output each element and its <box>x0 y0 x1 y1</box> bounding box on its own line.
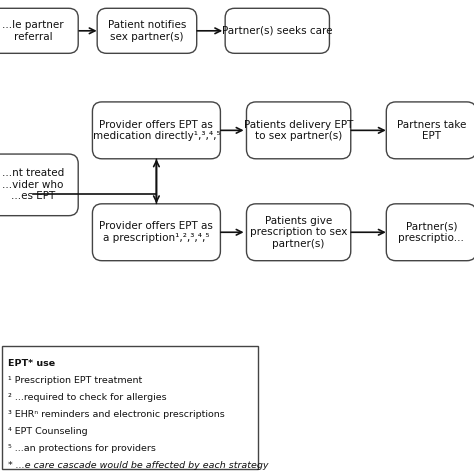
Text: ...le partner
referral: ...le partner referral <box>2 20 64 42</box>
FancyBboxPatch shape <box>386 102 474 159</box>
Text: Partners take
EPT: Partners take EPT <box>397 119 466 141</box>
FancyBboxPatch shape <box>246 204 351 261</box>
Text: Patients give
prescription to sex
partner(s): Patients give prescription to sex partne… <box>250 216 347 249</box>
FancyBboxPatch shape <box>0 9 78 54</box>
Text: * ...e care cascade would be affected by each strategy: * ...e care cascade would be affected by… <box>8 461 269 470</box>
Text: Provider offers EPT as
medication directly¹,³,⁴,⁵: Provider offers EPT as medication direct… <box>92 119 220 141</box>
FancyBboxPatch shape <box>225 9 329 54</box>
Text: ⁵ ...an protections for providers: ⁵ ...an protections for providers <box>8 444 156 453</box>
Text: ² ...required to check for allergies: ² ...required to check for allergies <box>8 393 167 402</box>
Text: EPT* use: EPT* use <box>8 359 55 368</box>
FancyBboxPatch shape <box>386 204 474 261</box>
FancyBboxPatch shape <box>97 9 197 54</box>
Bar <box>2 346 258 469</box>
Text: ⁴ EPT Counseling: ⁴ EPT Counseling <box>8 427 88 436</box>
FancyBboxPatch shape <box>0 154 78 216</box>
FancyBboxPatch shape <box>92 102 220 159</box>
Text: ...nt treated
...vider who
...es EPT: ...nt treated ...vider who ...es EPT <box>2 168 64 201</box>
Text: ³ EHRⁿ reminders and electronic prescriptions: ³ EHRⁿ reminders and electronic prescrip… <box>8 410 225 419</box>
Text: ¹ Prescription EPT treatment: ¹ Prescription EPT treatment <box>8 376 142 385</box>
Text: Patients delivery EPT
to sex partner(s): Patients delivery EPT to sex partner(s) <box>244 119 353 141</box>
FancyBboxPatch shape <box>92 204 220 261</box>
Text: Partner(s) seeks care: Partner(s) seeks care <box>222 26 333 36</box>
Text: Provider offers EPT as
a prescription¹,²,³,⁴,⁵: Provider offers EPT as a prescription¹,²… <box>100 221 213 243</box>
FancyBboxPatch shape <box>246 102 351 159</box>
Text: Partner(s)
prescriptio...: Partner(s) prescriptio... <box>399 221 464 243</box>
Text: Patient notifies
sex partner(s): Patient notifies sex partner(s) <box>108 20 186 42</box>
